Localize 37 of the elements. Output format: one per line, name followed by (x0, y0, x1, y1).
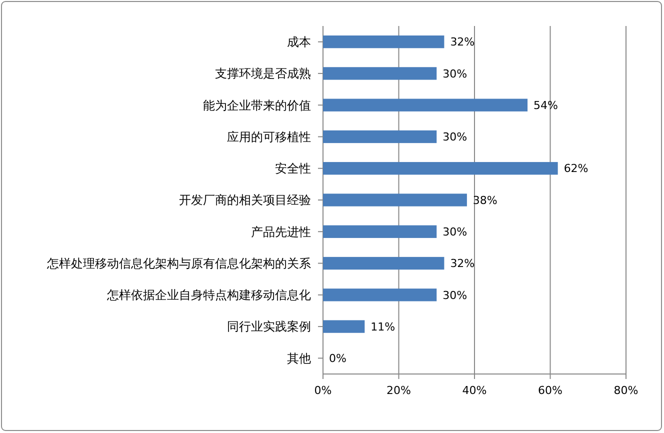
data-label: 54% (534, 98, 558, 112)
x-tick-label: 20% (386, 384, 411, 397)
y-tick-label: 能为企业带来的价值 (203, 98, 311, 112)
bar (323, 288, 437, 302)
data-label: 32% (450, 36, 475, 49)
y-tick-label: 怎样依据企业自身特点构建移动信息化 (106, 288, 311, 302)
x-tick-label: 40% (462, 384, 487, 397)
y-tick-label: 支撑环境是否成熟 (215, 66, 311, 81)
y-tick-label: 安全性 (275, 162, 311, 176)
x-tick-label: 80% (614, 384, 638, 397)
bar (323, 225, 437, 238)
data-label: 0% (329, 352, 346, 366)
data-label: 30% (442, 130, 468, 144)
data-label: 11% (370, 320, 396, 334)
y-tick-label: 成本 (287, 35, 311, 50)
bar (323, 98, 528, 112)
bar (323, 162, 558, 175)
data-label: 30% (442, 67, 468, 80)
y-tick-label: 同行业实践案例 (227, 320, 311, 334)
data-label: 30% (442, 225, 468, 238)
y-tick-label: 其他 (287, 351, 311, 366)
bar (323, 130, 437, 144)
data-label: 32% (450, 257, 475, 270)
x-tick-label: 0% (314, 384, 332, 397)
y-tick-label: 开发厂商的相关项目经验 (179, 193, 311, 208)
data-label: 62% (564, 162, 588, 176)
bar (323, 35, 444, 48)
bar (323, 194, 467, 206)
y-tick-label: 产品先进性 (251, 224, 311, 239)
y-tick-label: 应用的可移植性 (227, 130, 311, 144)
data-label: 30% (442, 288, 468, 302)
x-tick-label: 60% (538, 384, 562, 397)
y-tick-label: 怎样处理移动信息化架构与原有信息化架构的关系 (46, 256, 311, 270)
bar (323, 256, 444, 270)
data-label: 38% (472, 194, 498, 207)
bar (323, 320, 365, 333)
bar (323, 67, 437, 80)
